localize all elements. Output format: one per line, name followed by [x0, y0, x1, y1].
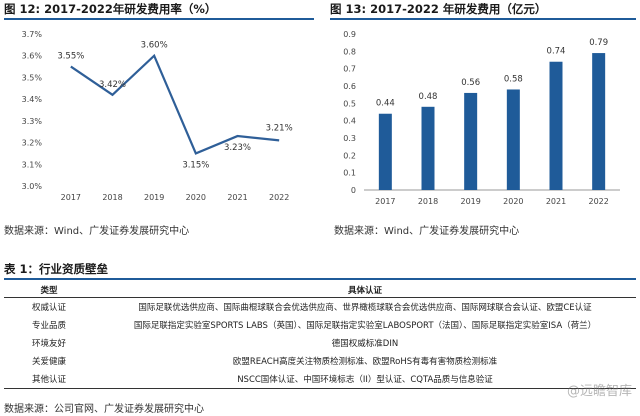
x-tick-label: 2017	[375, 197, 395, 206]
bar	[592, 53, 606, 190]
y-tick-label: 0	[351, 186, 356, 195]
rd-expense-bar-chart: 0 0.1 0.2 0.3 0.4 0.5 0.6 0.7 0.8 0.9 0.44 0.48 0.56…	[330, 26, 636, 216]
bar-chart-svg: 0 0.1 0.2 0.3 0.4 0.5 0.6 0.7 0.8 0.9 0.44 0.48 0.56…	[343, 30, 620, 206]
x-tick-label: 2021	[227, 193, 247, 202]
y-tick-label: 3.6%	[22, 52, 43, 61]
y-tick-label: 0.7	[343, 65, 356, 74]
row-type: 关爱健康	[31, 357, 66, 367]
y-tick-label: 0.3	[343, 134, 356, 143]
y-tick-label: 3.1%	[22, 160, 43, 169]
bar	[506, 89, 520, 190]
x-tick-label: 2022	[588, 197, 608, 206]
y-tick-label: 0.1	[343, 169, 356, 178]
data-label: 3.21%	[266, 123, 293, 133]
data-label: 3.60%	[141, 41, 168, 51]
y-tick-label: 3.2%	[22, 139, 43, 148]
table-row: 关爱健康 欧盟REACH高度关注物质检测标准、欧盟RoHS有毒有害物质检测标准	[4, 352, 636, 370]
y-tick-label: 0.6	[343, 82, 356, 91]
x-tick-label: 2020	[186, 193, 206, 202]
data-label: 3.23%	[224, 143, 251, 153]
table-row: 其他认证 NSCC国体认证、中国环境标志（II）型认证、CQTA品质与信息验证	[4, 370, 636, 389]
x-tick-label: 2017	[61, 193, 81, 202]
data-label: 0.79	[589, 38, 608, 48]
x-tick-label: 2019	[144, 193, 164, 202]
header-certification: 具体认证	[94, 282, 636, 298]
row-type: 权威认证	[31, 303, 66, 313]
x-tick-label: 2018	[418, 197, 438, 206]
y-tick-label: 0.2	[343, 151, 356, 160]
row-certification: 德国权威标准DIN	[331, 339, 399, 349]
data-label: 0.48	[419, 92, 438, 102]
watermark-text: @远瞻智库	[566, 384, 632, 399]
table-row: 专业品质 国际足联指定实验室SPORTS LABS（英国）、国际足联指定实验室L…	[4, 316, 636, 334]
row-certification: 国际足联指定实验室SPORTS LABS（英国）、国际足联指定实验室LABOSP…	[133, 321, 597, 331]
data-label: 0.56	[461, 78, 480, 88]
data-label: 3.55%	[57, 52, 84, 62]
qualification-barriers-table: 类型 具体认证 权威认证 国际足联优选供应商、国际曲棍球联合会优选供应商、世界橄…	[4, 282, 636, 389]
bar	[464, 92, 478, 190]
series-line	[70, 53, 280, 155]
row-certification: 国际足联优选供应商、国际曲棍球联合会优选供应商、世界橄榄球联合会优选供应商、国际…	[138, 303, 592, 313]
y-tick-label: 3.0%	[22, 182, 43, 191]
figure-13-title: 图 13: 2017-2022 年研发费用（亿元）	[330, 0, 636, 20]
bar	[421, 106, 435, 190]
y-tick-label: 0.4	[343, 117, 356, 126]
row-type: 专业品质	[31, 321, 66, 331]
x-tick-label: 2022	[269, 193, 289, 202]
header-type: 类型	[4, 282, 94, 298]
data-label: 3.15%	[182, 160, 209, 170]
bar	[378, 113, 392, 190]
row-type: 环境友好	[31, 339, 66, 349]
x-tick-label: 2018	[102, 193, 122, 202]
y-tick-label: 3.4%	[22, 95, 43, 104]
data-label: 0.74	[547, 47, 566, 57]
figure-12-source: 数据来源：Wind、广发证券发展研究中心	[4, 226, 190, 237]
y-tick-label: 3.3%	[22, 117, 43, 126]
y-tick-label: 3.7%	[22, 30, 43, 39]
row-certification: 欧盟REACH高度关注物质检测标准、欧盟RoHS有毒有害物质检测标准	[232, 357, 498, 367]
y-tick-label: 3.5%	[22, 73, 43, 82]
data-label: 0.44	[376, 99, 395, 109]
y-tick-label: 0.8	[343, 47, 356, 56]
x-tick-label: 2019	[460, 197, 480, 206]
rd-expense-ratio-line-chart: 3.0% 3.1% 3.2% 3.3% 3.4% 3.5% 3.6% 3.7% 2017 2018…	[0, 26, 320, 216]
table-row: 环境友好 德国权威标准DIN	[4, 334, 636, 352]
table-1-title: 表 1：行业资质壁垒	[4, 260, 636, 280]
y-tick-label: 0.5	[343, 99, 356, 108]
row-certification: NSCC国体认证、中国环境标志（II）型认证、CQTA品质与信息验证	[94, 370, 636, 389]
figure-12-title: 图 12: 2017-2022年研发费用率（%）	[4, 0, 314, 20]
table-source: 数据来源：公司官网、广发证券发展研究中心	[4, 404, 204, 415]
figure-13-source: 数据来源：Wind、广发证券发展研究中心	[334, 226, 520, 237]
y-tick-label: 0.9	[343, 30, 356, 39]
row-type: 其他认证	[4, 370, 94, 389]
data-label: 0.58	[504, 74, 523, 84]
table-header-row: 类型 具体认证	[4, 282, 636, 298]
bar	[549, 61, 563, 190]
line-chart-svg: 3.0% 3.1% 3.2% 3.3% 3.4% 3.5% 3.6% 3.7% 2017 2018…	[22, 30, 293, 202]
x-tick-label: 2021	[546, 197, 566, 206]
data-label: 3.42%	[99, 80, 126, 90]
table-row: 权威认证 国际足联优选供应商、国际曲棍球联合会优选供应商、世界橄榄球联合会优选供…	[4, 298, 636, 317]
x-tick-label: 2020	[503, 197, 523, 206]
